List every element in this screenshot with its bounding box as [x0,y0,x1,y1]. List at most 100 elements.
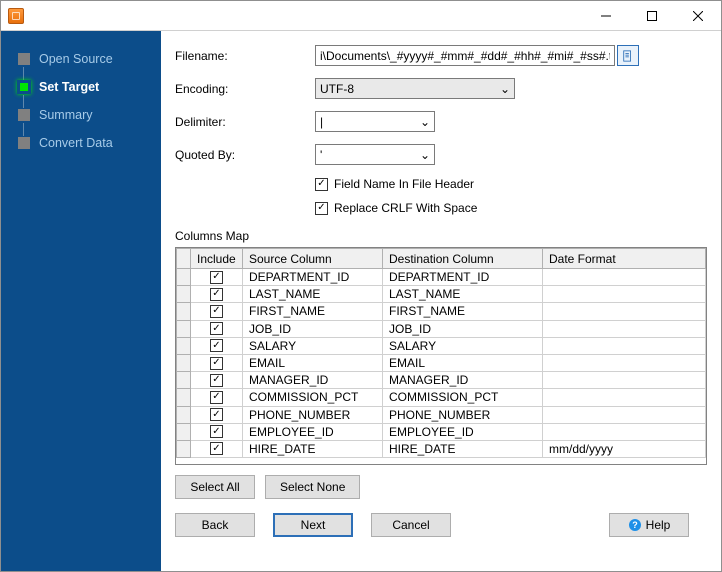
table-row[interactable]: ✓ FIRST_NAMEFIRST_NAME [177,303,706,320]
datefmt-cell[interactable] [543,354,706,371]
col-include[interactable]: Include [191,249,243,269]
checkmark-icon: ✓ [212,306,220,316]
replace-crlf-checkbox[interactable]: ✓ [315,202,328,215]
replace-crlf-label: Replace CRLF With Space [334,201,477,215]
chevron-down-icon: ⌄ [500,82,510,96]
include-checkbox[interactable]: ✓ [210,391,223,404]
table-row[interactable]: ✓ LAST_NAMELAST_NAME [177,286,706,303]
row-header [177,440,191,457]
step-label: Open Source [39,52,113,66]
table-row[interactable]: ✓ EMPLOYEE_IDEMPLOYEE_ID [177,423,706,440]
col-datefmt[interactable]: Date Format [543,249,706,269]
include-checkbox[interactable]: ✓ [210,322,223,335]
table-row[interactable]: ✓HIRE_DATEHIRE_DATEmm/dd/yyyy [177,440,706,457]
include-checkbox[interactable]: ✓ [210,357,223,370]
close-button[interactable] [675,1,721,30]
step-open-source[interactable]: Open Source [1,45,161,73]
source-cell[interactable]: HIRE_DATE [243,440,383,457]
datefmt-cell[interactable]: mm/dd/yyyy [543,440,706,457]
include-checkbox[interactable]: ✓ [210,442,223,455]
fieldname-header-label: Field Name In File Header [334,177,474,191]
source-cell[interactable]: SALARY [243,337,383,354]
next-button[interactable]: Next [273,513,353,537]
table-row[interactable]: ✓ SALARYSALARY [177,337,706,354]
source-cell[interactable]: LAST_NAME [243,286,383,303]
dest-cell[interactable]: FIRST_NAME [383,303,543,320]
select-all-button[interactable]: Select All [175,475,255,499]
quotedby-select[interactable]: ' ⌄ [315,144,435,165]
dest-cell[interactable]: PHONE_NUMBER [383,406,543,423]
include-checkbox[interactable]: ✓ [210,288,223,301]
source-cell[interactable]: JOB_ID [243,320,383,337]
checkmark-icon: ✓ [212,289,220,299]
filename-input[interactable] [315,45,615,66]
checkmark-icon: ✓ [317,179,325,189]
checkmark-icon: ✓ [212,392,220,402]
source-cell[interactable]: DEPARTMENT_ID [243,269,383,286]
row-header [177,423,191,440]
col-source[interactable]: Source Column [243,249,383,269]
help-label: Help [646,518,671,532]
svg-text:?: ? [632,520,638,530]
dest-cell[interactable]: MANAGER_ID [383,372,543,389]
table-row[interactable]: ✓ MANAGER_IDMANAGER_ID [177,372,706,389]
include-checkbox[interactable]: ✓ [210,339,223,352]
table-row[interactable]: ✓ JOB_IDJOB_ID [177,320,706,337]
source-cell[interactable]: EMPLOYEE_ID [243,423,383,440]
dest-cell[interactable]: EMPLOYEE_ID [383,423,543,440]
include-checkbox[interactable]: ✓ [210,425,223,438]
columns-map-label: Columns Map [175,229,707,243]
step-set-target[interactable]: Set Target [1,73,161,101]
cancel-button[interactable]: Cancel [371,513,451,537]
source-cell[interactable]: EMAIL [243,354,383,371]
col-dest[interactable]: Destination Column [383,249,543,269]
row-header [177,303,191,320]
browse-button[interactable] [617,45,639,66]
datefmt-cell[interactable] [543,320,706,337]
datefmt-cell[interactable] [543,269,706,286]
source-cell[interactable]: MANAGER_ID [243,372,383,389]
table-row[interactable]: ✓ COMMISSION_PCTCOMMISSION_PCT [177,389,706,406]
encoding-select[interactable]: UTF-8 ⌄ [315,78,515,99]
datefmt-cell[interactable] [543,286,706,303]
source-cell[interactable]: PHONE_NUMBER [243,406,383,423]
datefmt-cell[interactable] [543,406,706,423]
include-checkbox[interactable]: ✓ [210,408,223,421]
dest-cell[interactable]: EMAIL [383,354,543,371]
datefmt-cell[interactable] [543,372,706,389]
content-pane: Filename: Encoding: UTF-8 ⌄ Delimiter: |… [161,31,721,571]
fieldname-header-checkbox[interactable]: ✓ [315,178,328,191]
datefmt-cell[interactable] [543,303,706,320]
dest-cell[interactable]: JOB_ID [383,320,543,337]
source-cell[interactable]: COMMISSION_PCT [243,389,383,406]
datefmt-cell[interactable] [543,337,706,354]
dest-cell[interactable]: HIRE_DATE [383,440,543,457]
dest-cell[interactable]: COMMISSION_PCT [383,389,543,406]
step-summary[interactable]: Summary [1,101,161,129]
minimize-button[interactable] [583,1,629,30]
datefmt-cell[interactable] [543,389,706,406]
filename-label: Filename: [175,49,315,63]
maximize-button[interactable] [629,1,675,30]
include-checkbox[interactable]: ✓ [210,271,223,284]
table-row[interactable]: ✓ DEPARTMENT_IDDEPARTMENT_ID [177,269,706,286]
help-button[interactable]: ? Help [609,513,689,537]
delimiter-select[interactable]: | ⌄ [315,111,435,132]
select-none-button[interactable]: Select None [265,475,360,499]
table-row[interactable]: ✓ PHONE_NUMBERPHONE_NUMBER [177,406,706,423]
row-header [177,337,191,354]
source-cell[interactable]: FIRST_NAME [243,303,383,320]
columns-map-grid: Include Source Column Destination Column… [175,247,707,465]
include-checkbox[interactable]: ✓ [210,374,223,387]
back-button[interactable]: Back [175,513,255,537]
quotedby-label: Quoted By: [175,148,315,162]
dest-cell[interactable]: DEPARTMENT_ID [383,269,543,286]
dest-cell[interactable]: SALARY [383,337,543,354]
row-header [177,354,191,371]
delimiter-label: Delimiter: [175,115,315,129]
include-checkbox[interactable]: ✓ [210,305,223,318]
dest-cell[interactable]: LAST_NAME [383,286,543,303]
datefmt-cell[interactable] [543,423,706,440]
table-row[interactable]: ✓ EMAILEMAIL [177,354,706,371]
step-convert-data[interactable]: Convert Data [1,129,161,157]
